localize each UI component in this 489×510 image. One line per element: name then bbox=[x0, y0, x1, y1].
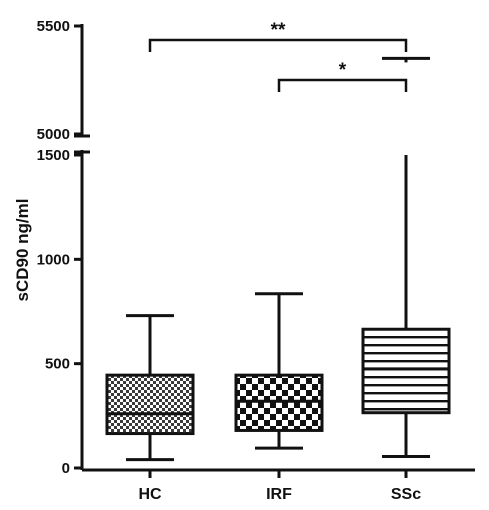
significance-brackets: *** bbox=[148, 20, 408, 92]
y-axis-ticks: 0 500 1000 1500 5000 5500 bbox=[37, 18, 82, 477]
box-ssc bbox=[361, 56, 451, 459]
y-tick-label-1500: 1500 bbox=[37, 147, 70, 164]
box-iqr-hc bbox=[105, 373, 195, 436]
significance-bracket-irf-ssc: * bbox=[277, 60, 408, 92]
y-tick-label-1000: 1000 bbox=[37, 251, 70, 268]
bracket-line bbox=[277, 78, 408, 92]
category-label-hc: HC bbox=[138, 486, 162, 503]
box-iqr-irf bbox=[234, 373, 324, 432]
y-tick-label-500: 500 bbox=[45, 356, 70, 373]
box-irf bbox=[234, 292, 324, 450]
y-axis bbox=[74, 24, 90, 470]
x-axis-category-labels: HC IRF SSc bbox=[138, 470, 421, 503]
y-tick-label-5000: 5000 bbox=[37, 126, 70, 143]
category-label-irf: IRF bbox=[266, 486, 292, 503]
box-iqr-ssc bbox=[361, 327, 451, 415]
bracket-line bbox=[148, 38, 408, 52]
significance-bracket-hc-ssc: ** bbox=[148, 20, 408, 52]
category-label-ssc: SSc bbox=[391, 486, 421, 503]
y-tick-label-0: 0 bbox=[62, 460, 70, 477]
y-axis-title: sCD90 ng/ml bbox=[13, 199, 32, 302]
significance-label: ** bbox=[271, 20, 286, 41]
y-tick-label-5500: 5500 bbox=[37, 18, 70, 35]
boxes bbox=[105, 56, 451, 462]
significance-label: * bbox=[339, 60, 347, 81]
box-hc bbox=[105, 314, 195, 462]
